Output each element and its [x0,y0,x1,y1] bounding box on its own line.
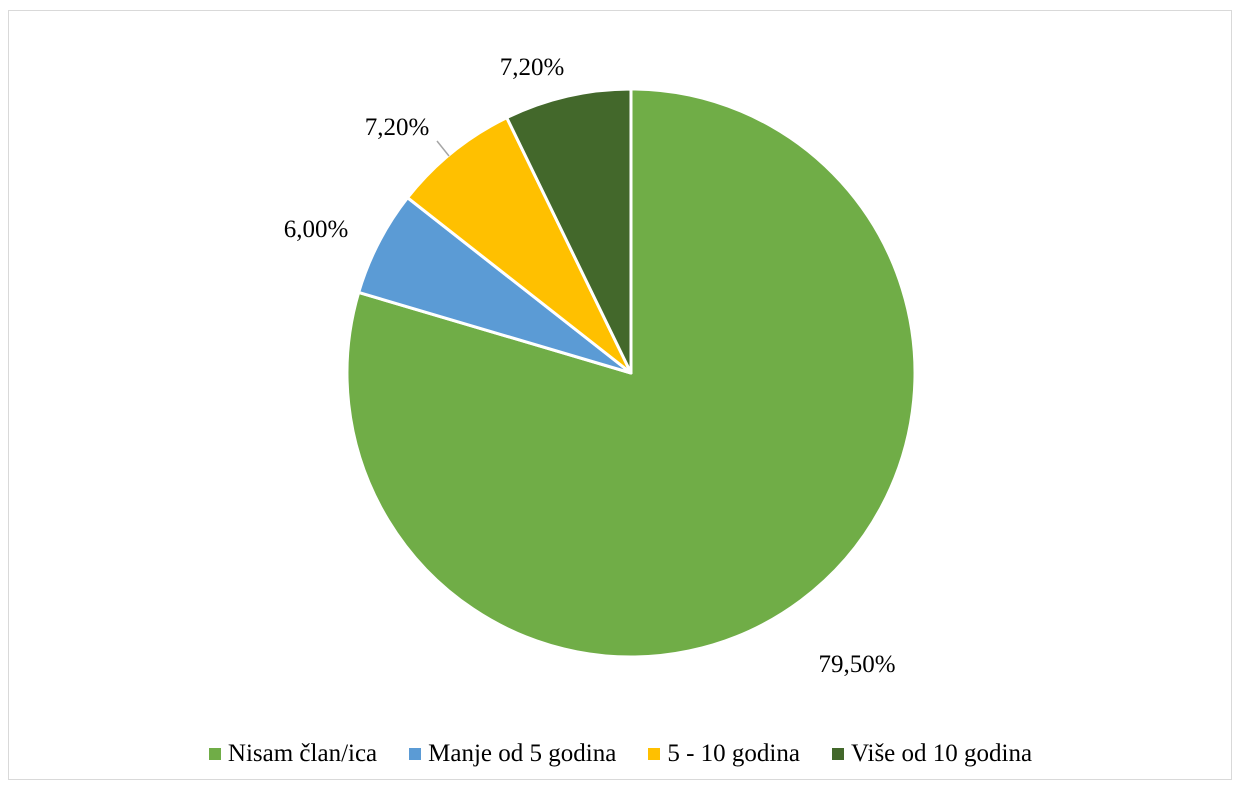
legend-label: 5 - 10 godina [667,740,800,767]
legend-swatch [648,748,661,760]
chart-legend: Nisam član/ica Manje od 5 godina 5 - 10 go… [0,740,1241,768]
data-label-4: 7,20% [500,54,565,81]
legend-label: Nisam član/ica [227,740,378,767]
legend-label: Manje od 5 godina [428,740,617,767]
legend-swatch [409,748,422,760]
legend-swatch [208,748,221,760]
leader-line [436,140,450,157]
legend-item-4: Više od 10 godina [831,740,1033,768]
pie-slice-4 [505,87,633,375]
legend-item-3: 5 - 10 godina [648,740,800,768]
data-label-3: 7,20% [365,114,430,141]
legend-swatch [831,748,844,760]
legend-item-1: Nisam član/ica [208,740,378,768]
pie-slices [345,87,917,659]
legend-item-2: Manje od 5 godina [409,740,616,768]
data-label-2: 6,00% [284,216,349,243]
data-labels: 79,50% 6,00% 7,20% 7,20% [284,54,896,678]
leader-lines [436,140,450,157]
pie-slice-3 [406,116,633,375]
legend-label: Više od 10 godina [850,740,1033,767]
data-label-1: 79,50% [818,651,895,678]
